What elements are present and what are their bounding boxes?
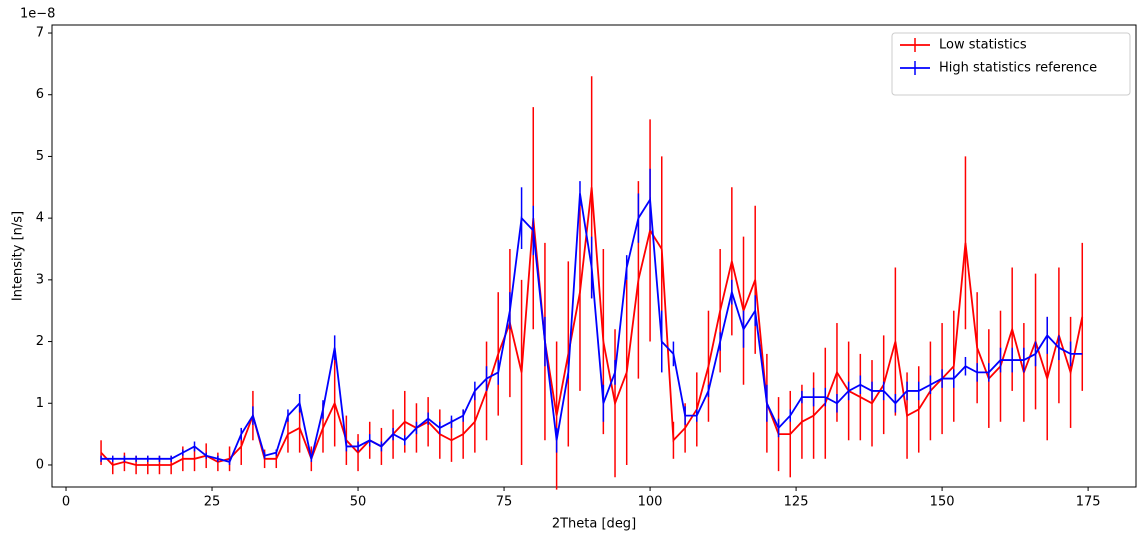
plot-frame	[51, 24, 1137, 488]
offset-text: 1e−8	[20, 7, 55, 22]
x-axis-label: 2Theta [deg]	[552, 517, 636, 532]
legend-label: High statistics reference	[939, 61, 1097, 76]
x-tick-label: 125	[784, 495, 809, 510]
y-tick-label: 6	[36, 87, 44, 102]
y-tick-label: 5	[36, 149, 44, 164]
x-tick-label: 50	[350, 495, 367, 510]
series-line	[101, 193, 1083, 463]
series-line	[100, 187, 1084, 466]
y-tick-label: 3	[36, 272, 44, 287]
y-tick-label: 7	[36, 26, 44, 41]
y-axis-label: Intensity [n/s]	[11, 211, 26, 301]
legend-box	[891, 32, 1131, 96]
y-tick-label: 4	[36, 211, 44, 226]
y-tick-label: 1	[36, 396, 44, 411]
x-tick-label: 100	[638, 495, 663, 510]
x-tick-label: 0	[62, 495, 70, 510]
x-tick-label: 175	[1076, 495, 1101, 510]
legend-label: Low statistics	[939, 38, 1027, 53]
x-tick-label: 25	[204, 495, 221, 510]
y-tick-label: 2	[36, 334, 44, 349]
x-tick-label: 150	[930, 495, 955, 510]
y-tick-label: 0	[36, 457, 44, 472]
x-tick-label: 75	[496, 495, 513, 510]
